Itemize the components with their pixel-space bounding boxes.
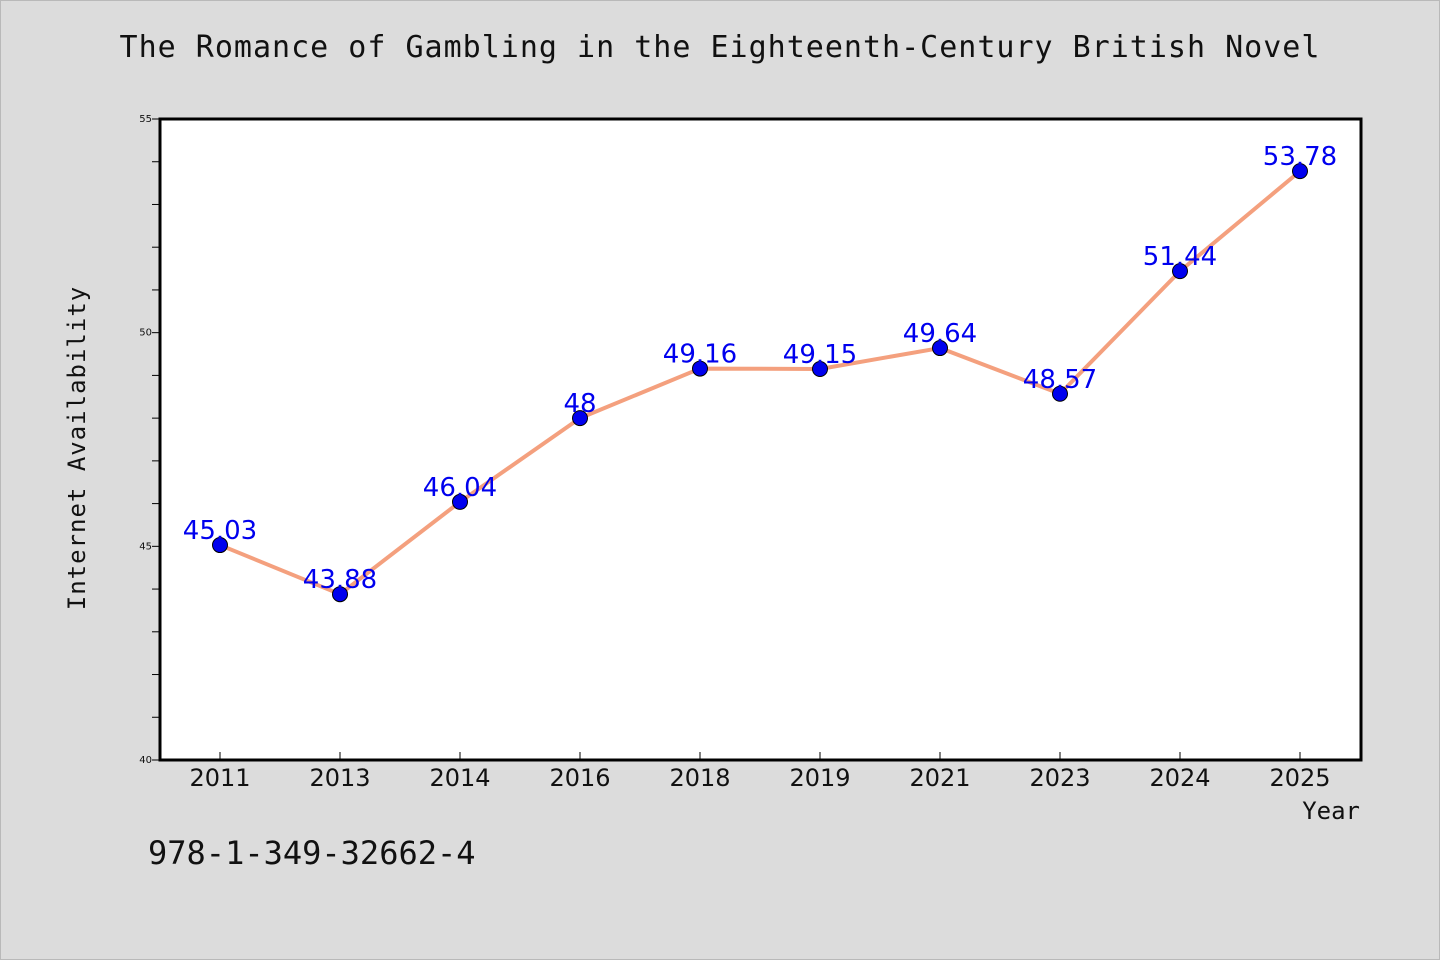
x-tick-label: 2025 <box>1269 764 1330 792</box>
x-tick-label: 2016 <box>549 764 610 792</box>
isbn-code: 978-1-349-32662-4 <box>148 834 476 872</box>
data-point <box>692 360 708 377</box>
data-label: 51.44 <box>1143 242 1217 272</box>
x-tick-label: 2014 <box>429 764 490 792</box>
data-point <box>1172 263 1188 280</box>
chart-title: The Romance of Gambling in the Eighteent… <box>119 30 1321 65</box>
data-point <box>1052 385 1068 402</box>
y-tick-label: 55 <box>139 114 152 125</box>
data-point <box>332 586 348 603</box>
data-labels: 45.03 43.88 46.04 48 49.16 49.15 49.64 48.57 51.… <box>183 142 1337 595</box>
x-tick-label: 2013 <box>309 764 370 792</box>
x-tick-label: 2018 <box>669 764 730 792</box>
x-tick-label: 2024 <box>1149 764 1210 792</box>
data-point <box>932 340 948 357</box>
x-tick-label: 2019 <box>789 764 850 792</box>
data-label: 43.88 <box>303 565 377 595</box>
x-tick-label: 2011 <box>189 764 250 792</box>
data-label: 53.78 <box>1263 142 1337 172</box>
series-line <box>218 169 1302 597</box>
data-label: 48 <box>563 389 596 419</box>
x-tick-label: 2023 <box>1029 764 1090 792</box>
data-point <box>812 360 828 377</box>
data-label: 45.03 <box>183 516 257 546</box>
y-tick-label: 50 <box>139 328 152 339</box>
data-label: 49.64 <box>903 319 977 349</box>
data-point <box>212 537 228 554</box>
axes: 40 45 50 55 2011 2013 2014 2016 2018 2019 2021 2023… <box>139 114 1330 792</box>
x-axis-label: Year <box>1302 797 1360 825</box>
data-point <box>1292 163 1308 180</box>
data-label: 48.57 <box>1023 365 1097 395</box>
series <box>212 163 1308 603</box>
x-tick-label: 2021 <box>909 764 970 792</box>
plot-area <box>158 117 1363 762</box>
data-point <box>452 493 468 510</box>
y-tick-label: 40 <box>139 755 152 766</box>
data-label: 49.15 <box>783 340 857 370</box>
data-label: 49.16 <box>663 340 737 370</box>
data-label: 46.04 <box>423 473 497 503</box>
y-tick-label: 45 <box>139 541 152 552</box>
data-point <box>572 410 588 427</box>
